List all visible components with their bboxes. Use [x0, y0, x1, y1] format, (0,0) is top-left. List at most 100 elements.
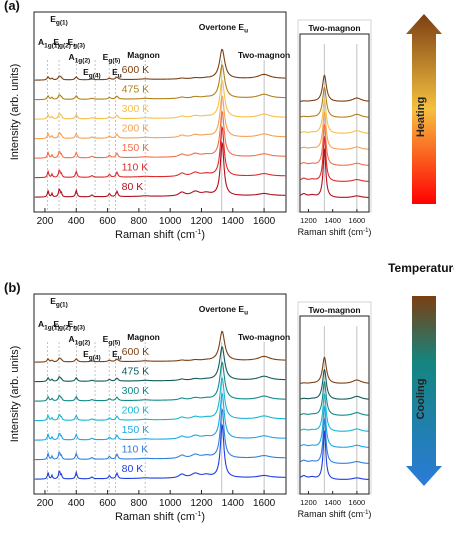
mode-label: Two-magnon: [238, 50, 290, 60]
inset-series-line: [300, 87, 369, 118]
inset-series-line: [300, 369, 369, 400]
series-line: [34, 63, 286, 101]
main-axes-frame: [33, 293, 287, 495]
x-tick-label: 1200: [190, 498, 213, 509]
inset-series-line: [300, 148, 369, 198]
x-axis-label: Raman shift (cm-1): [115, 511, 205, 523]
colorbar-arrow: [406, 296, 442, 486]
panel-tag: (b): [4, 280, 21, 295]
panels-root: (a) 600 K 475 K 300 K 200 K 150 K 110 K 80 K A1g…: [4, 0, 442, 523]
series-label: 475 K: [122, 84, 149, 96]
inset-series-line: [300, 99, 369, 134]
inset-series-line: [300, 74, 369, 102]
inset-x-axis-label: Raman shift (cm-1): [298, 509, 372, 519]
series-label: 150 K: [122, 142, 149, 154]
inset-x-tick-label: 1200: [300, 498, 317, 507]
series-label: 600 K: [122, 346, 149, 358]
x-tick-label: 600: [99, 216, 116, 227]
mode-label: Eu: [112, 67, 122, 80]
series-label: 200 K: [122, 405, 149, 417]
inset-title: Two-magnon: [308, 305, 360, 315]
series-line: [34, 79, 286, 120]
mode-label: Magnon: [127, 50, 160, 60]
inset-x-tick-label: 1400: [324, 216, 341, 225]
mode-label: Eg(5): [103, 52, 121, 65]
panel-tag: (a): [4, 0, 20, 13]
inset-x-tick-label: 1600: [349, 498, 366, 507]
mode-label: Overtone Eu: [199, 22, 248, 35]
inset-x-tick-label: 1200: [300, 216, 317, 225]
mode-label: Eg(4): [83, 67, 101, 80]
mode-label: Eg(1): [50, 296, 68, 309]
series-label: 80 K: [122, 181, 144, 193]
x-tick-label: 1400: [222, 498, 245, 509]
inset-title: Two-magnon: [308, 23, 360, 33]
x-tick-label: 1000: [159, 498, 182, 509]
series-line: [34, 376, 286, 422]
series-line: [34, 345, 286, 383]
series-line: [34, 48, 286, 81]
inset-series-line: [300, 418, 369, 464]
inset-series-line: [300, 356, 369, 384]
inset-series-line: [300, 123, 369, 166]
x-tick-label: 800: [131, 216, 148, 227]
mode-label: Eg(2) ,: [53, 37, 75, 50]
y-axis-label: Intensity (arb. units): [9, 346, 21, 443]
x-axis-label: Raman shift (cm-1): [115, 229, 205, 241]
mode-label: Eg(2) ,: [53, 319, 75, 332]
series-line: [34, 94, 286, 140]
main-axes-frame: [33, 11, 287, 213]
inset-series-line: [300, 136, 369, 182]
inset-series-line: [300, 430, 369, 480]
x-tick-label: 800: [131, 498, 148, 509]
series-label: 300 K: [122, 385, 149, 397]
inset-series-line: [300, 381, 369, 416]
series-label: 110 K: [122, 162, 149, 174]
mode-label: A1g(2): [69, 334, 91, 347]
x-tick-label: 400: [68, 498, 85, 509]
mode-label: Eg(1): [50, 14, 68, 27]
series-label: 200 K: [122, 123, 149, 135]
mode-label: A1g(2): [69, 52, 91, 65]
x-tick-label: 1000: [159, 216, 182, 227]
mode-label: Overtone Eu: [199, 304, 248, 317]
colorbar-label: Cooling: [415, 379, 427, 420]
x-tick-label: 1600: [253, 216, 276, 227]
series-line: [34, 407, 286, 461]
series-label: 600 K: [122, 64, 149, 76]
inset-axes-frame: [299, 33, 370, 213]
series-line: [34, 110, 286, 159]
mode-label: Two-magnon: [238, 332, 290, 342]
series-label: 150 K: [122, 424, 149, 436]
series-label: 110 K: [122, 444, 149, 456]
inset-series-line: [300, 111, 369, 150]
panel-heating: (a) 600 K 475 K 300 K 200 K 150 K 110 K 80 K A1g…: [4, 0, 442, 241]
series-line: [34, 422, 286, 480]
series-label: 300 K: [122, 103, 149, 115]
x-tick-label: 600: [99, 498, 116, 509]
x-tick-label: 200: [37, 498, 54, 509]
y-axis-label: Intensity (arb. units): [9, 64, 21, 161]
series-line: [34, 140, 286, 198]
series-line: [34, 330, 286, 363]
inset-axes-frame: [299, 315, 370, 495]
x-tick-label: 1400: [222, 216, 245, 227]
inset-x-axis-label: Raman shift (cm-1): [298, 227, 372, 237]
series-label: 80 K: [122, 463, 144, 475]
inset-series-line: [300, 405, 369, 448]
series-label: 475 K: [122, 366, 149, 378]
x-tick-label: 1600: [253, 498, 276, 509]
mode-label: Eg(5): [103, 334, 121, 347]
temperature-label: Temperature: [388, 261, 454, 275]
inset-x-tick-label: 1600: [349, 216, 366, 225]
mode-label: Magnon: [127, 332, 160, 342]
x-tick-label: 200: [37, 216, 54, 227]
x-tick-label: 400: [68, 216, 85, 227]
inset-x-tick-label: 1400: [324, 498, 341, 507]
mode-label: Eu: [112, 349, 122, 362]
inset-series-line: [300, 393, 369, 432]
mode-label: Eg(4): [83, 349, 101, 362]
panel-cooling: (b) 600 K 475 K 300 K 200 K 150 K 110 K 80 K A1g…: [4, 280, 442, 523]
colorbar-arrow: [406, 14, 442, 204]
